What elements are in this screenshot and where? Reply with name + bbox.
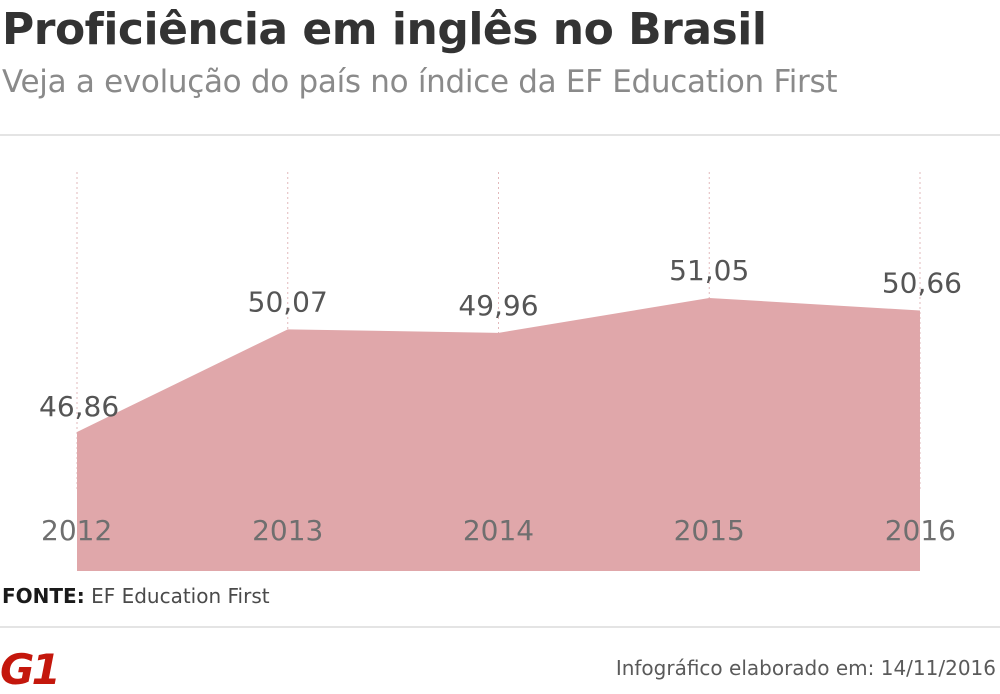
area-series bbox=[77, 298, 920, 571]
x-tick-label-2016: 2016 bbox=[885, 514, 956, 547]
source-value: EF Education First bbox=[91, 584, 270, 608]
value-label-2014: 49,96 bbox=[458, 289, 538, 322]
source-label: FONTE: bbox=[2, 584, 85, 608]
bottom-divider bbox=[0, 626, 1000, 628]
value-label-2016: 50,66 bbox=[882, 266, 962, 299]
value-label-2013: 50,07 bbox=[248, 285, 328, 318]
top-divider bbox=[0, 134, 1000, 136]
chart-title: Proficiência em inglês no Brasil bbox=[2, 4, 767, 55]
chart-subtitle: Veja a evolução do país no índice da EF … bbox=[2, 64, 838, 100]
credit-text: Infográfico elaborado em: 14/11/2016 bbox=[615, 656, 996, 680]
source-line: FONTE: EF Education First bbox=[2, 584, 270, 608]
x-tick-label-2014: 2014 bbox=[463, 514, 534, 547]
x-tick-label-2012: 2012 bbox=[41, 514, 112, 547]
area-chart: 46,86 50,07 49,96 51,05 50,66 2012 2013 2014 201… bbox=[39, 172, 962, 571]
svg-text:G1: G1 bbox=[0, 646, 58, 688]
g1-logo: G1 bbox=[0, 646, 62, 688]
x-tick-label-2015: 2015 bbox=[674, 514, 745, 547]
value-label-2012: 46,86 bbox=[39, 390, 119, 423]
value-label-2015: 51,05 bbox=[669, 254, 749, 287]
x-tick-label-2013: 2013 bbox=[252, 514, 323, 547]
